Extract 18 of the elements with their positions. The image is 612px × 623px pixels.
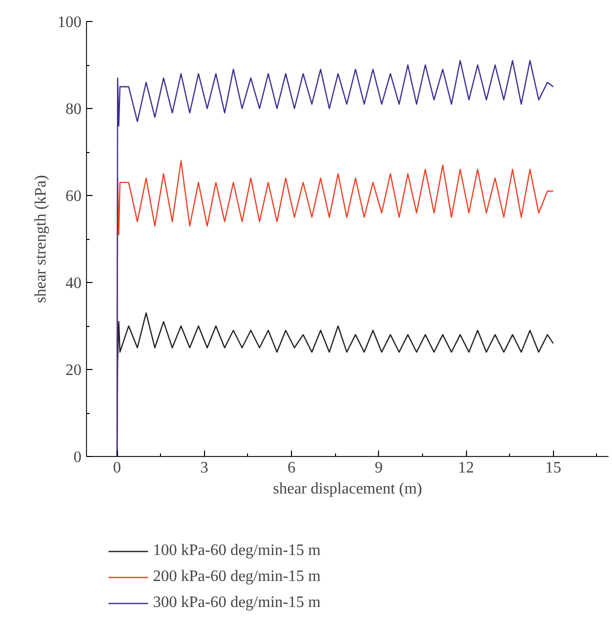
x-axis-title: shear displacement (m) xyxy=(272,480,422,498)
legend-label: 300 kPa-60 deg/min-15 m xyxy=(153,593,321,613)
x-tick-label: 3 xyxy=(200,460,208,476)
y-tick-label: 80 xyxy=(66,101,82,118)
y-tick-label: 0 xyxy=(74,449,82,466)
x-tick-label: 9 xyxy=(374,460,383,476)
y-tick-label: 60 xyxy=(66,188,82,205)
y-axis-title: shear strength (kPa) xyxy=(32,175,50,303)
line-series xyxy=(116,60,554,456)
x-tick-label: 6 xyxy=(288,460,296,476)
y-tick-label: 20 xyxy=(66,362,82,379)
legend-label: 100 kPa-60 deg/min-15 m xyxy=(153,541,321,561)
x-tick-label: 15 xyxy=(545,460,562,476)
y-tick-label: 40 xyxy=(66,275,82,292)
x-tick-label: 12 xyxy=(458,460,474,476)
y-tick-label: 100 xyxy=(58,14,82,31)
legend-label: 200 kPa-60 deg/min-15 m xyxy=(153,567,321,587)
x-tick-label: 0 xyxy=(113,460,122,476)
